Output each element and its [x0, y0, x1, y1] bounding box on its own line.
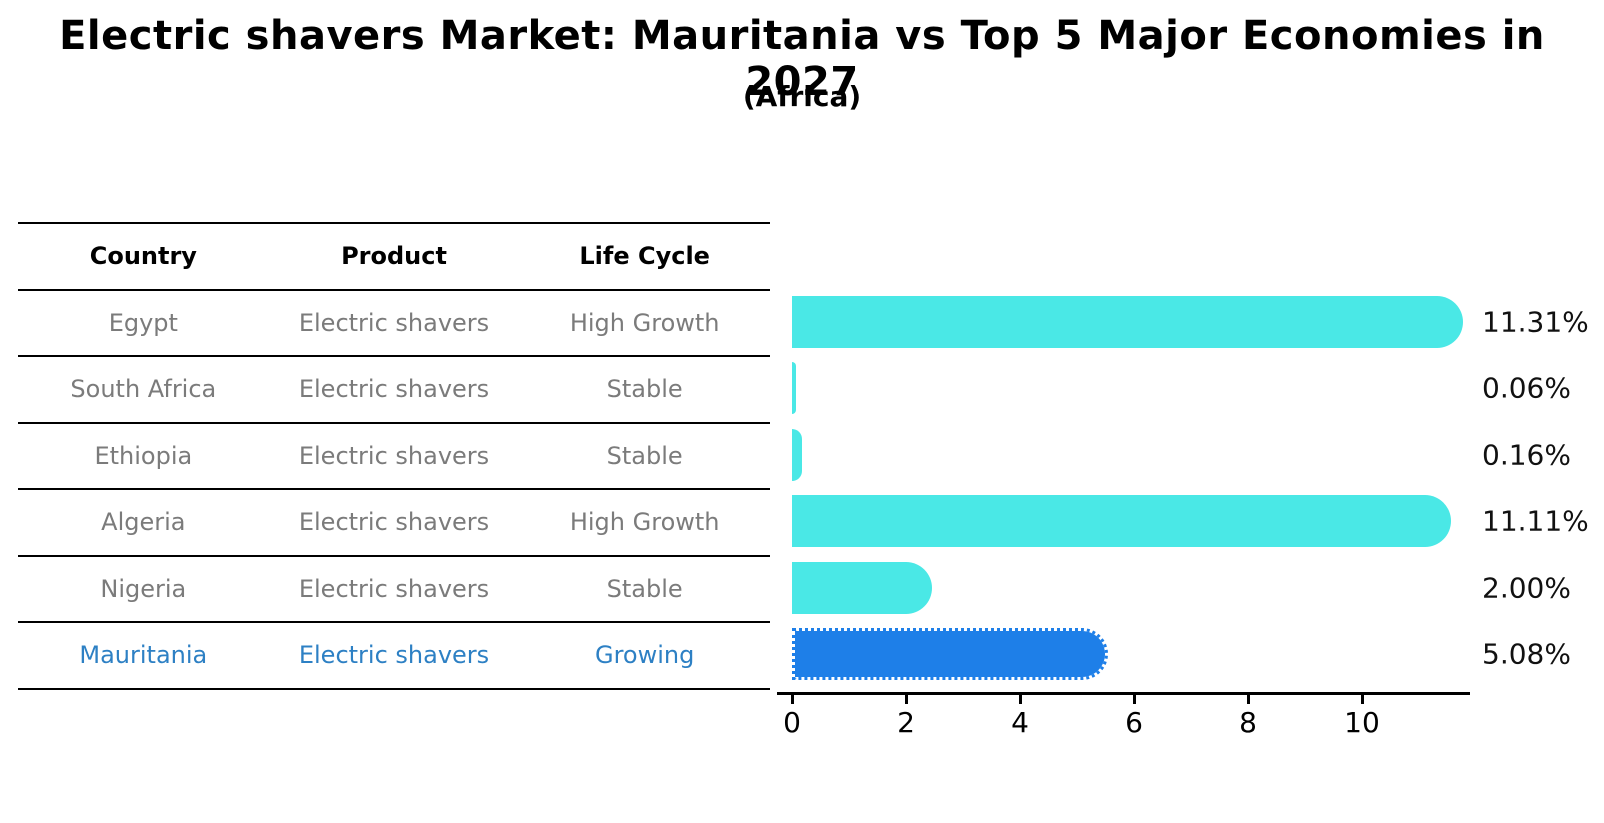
table-row-egypt: Egypt Electric shavers High Growth: [18, 288, 770, 356]
table-header-row: Country Product Life Cycle: [18, 222, 770, 289]
column-header-country: Country: [89, 242, 197, 271]
x-tick-label-6: 6: [1125, 706, 1143, 739]
x-tick-label-8: 8: [1239, 706, 1257, 739]
cell-life-cycle: High Growth: [569, 508, 720, 537]
bar-nigeria: [792, 561, 932, 614]
table-row-south-africa: South Africa Electric shavers Stable: [18, 355, 770, 422]
cell-product: Electric shavers: [298, 308, 490, 337]
x-axis-line: [777, 692, 1470, 695]
table-row-mauritania: Mauritania Electric shavers Growing: [18, 621, 770, 690]
bar-south-africa: [792, 362, 797, 415]
cell-country: Mauritania: [79, 641, 208, 670]
x-tick-mark-8: [1247, 695, 1250, 704]
chart-subtitle: (Africa): [742, 80, 862, 113]
value-label-mauritania: 5.08%: [1482, 637, 1571, 671]
country-table: Country Product Life Cycle Egypt Electric…: [18, 222, 770, 690]
value-label-nigeria: 2.00%: [1482, 571, 1571, 605]
cell-country: South Africa: [70, 375, 217, 404]
bar-egypt: [792, 295, 1463, 348]
table-row-nigeria: Nigeria Electric shavers Stable: [18, 554, 770, 622]
cell-country: Egypt: [108, 308, 178, 337]
cell-product: Electric shavers: [298, 375, 490, 404]
cell-life-cycle: Growing: [594, 641, 695, 670]
cell-product: Electric shavers: [298, 508, 490, 537]
cell-product: Electric shavers: [298, 641, 490, 670]
x-tick-label-10: 10: [1344, 706, 1380, 739]
cell-product: Electric shavers: [298, 441, 490, 470]
bar-ethiopia: [792, 428, 803, 481]
column-header-product: Product: [341, 242, 447, 271]
x-tick-label-0: 0: [783, 706, 801, 739]
value-label-ethiopia: 0.16%: [1482, 438, 1571, 472]
x-tick-mark-6: [1133, 695, 1136, 704]
cell-life-cycle: Stable: [606, 574, 683, 603]
value-label-egypt: 11.31%: [1482, 305, 1589, 339]
x-tick-mark-2: [905, 695, 908, 704]
x-tick-label-2: 2: [897, 706, 915, 739]
cell-life-cycle: Stable: [606, 441, 683, 470]
cell-country: Algeria: [101, 508, 186, 537]
bar-algeria: [792, 495, 1452, 548]
value-label-south-africa: 0.06%: [1482, 371, 1571, 405]
column-header-life-cycle: Life Cycle: [579, 242, 710, 271]
cell-country: Ethiopia: [94, 441, 193, 470]
chart-title: Electric shavers Market: Mauritania vs T…: [59, 13, 1545, 105]
cell-life-cycle: Stable: [606, 375, 683, 404]
x-tick-label-4: 4: [1011, 706, 1029, 739]
cell-country: Nigeria: [100, 574, 187, 603]
table-row-ethiopia: Ethiopia Electric shavers Stable: [18, 421, 770, 489]
x-tick-mark-10: [1361, 695, 1364, 704]
value-label-algeria: 11.11%: [1482, 504, 1589, 538]
x-tick-mark-0: [791, 695, 794, 704]
table-row-algeria: Algeria Electric shavers High Growth: [18, 488, 770, 555]
table-body: Egypt Electric shavers High Growth South Af…: [18, 288, 770, 690]
bar-mauritania: [792, 628, 1108, 681]
cell-life-cycle: High Growth: [569, 308, 720, 337]
x-tick-mark-4: [1019, 695, 1022, 704]
cell-product: Electric shavers: [298, 574, 490, 603]
